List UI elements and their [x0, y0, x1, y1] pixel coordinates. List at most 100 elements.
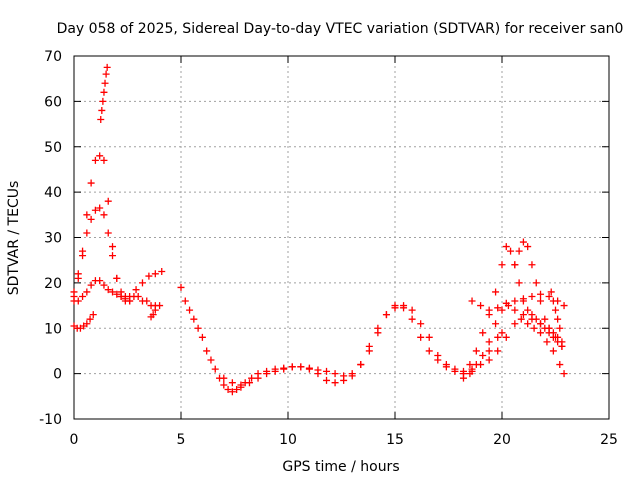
data-point — [530, 324, 538, 332]
data-point — [143, 297, 151, 305]
x-tick-label: 10 — [279, 432, 297, 448]
data-point — [181, 297, 189, 305]
data-point — [541, 315, 549, 323]
data-point — [132, 286, 140, 294]
data-point — [494, 304, 502, 312]
series-track-b — [70, 204, 134, 305]
data-point — [233, 386, 241, 394]
y-tick-label: 40 — [44, 185, 62, 201]
data-point — [220, 381, 228, 389]
data-point — [552, 306, 559, 314]
data-point — [297, 363, 305, 371]
data-point — [485, 356, 493, 364]
data-point — [91, 206, 99, 214]
data-point — [149, 311, 157, 319]
data-point — [104, 197, 112, 205]
data-point — [502, 333, 510, 341]
data-point — [472, 361, 480, 369]
data-point — [479, 351, 487, 359]
data-point — [228, 388, 236, 396]
data-point — [459, 374, 467, 382]
x-tick-labels: 0 5 10 15 20 25 — [70, 432, 618, 448]
y-tick-label: 50 — [44, 140, 62, 156]
series-track-c — [70, 277, 129, 305]
data-point — [494, 347, 502, 355]
data-point — [103, 63, 111, 71]
data-point — [194, 324, 202, 332]
data-point — [498, 306, 506, 314]
data-point — [549, 297, 557, 305]
data-point — [254, 374, 262, 382]
data-point — [498, 261, 506, 269]
x-tick-label: 5 — [177, 432, 186, 448]
data-point — [109, 252, 117, 260]
data-point — [87, 281, 95, 289]
data-point — [83, 229, 91, 237]
x-tick-label: 15 — [386, 432, 404, 448]
data-point — [537, 290, 545, 298]
data-point — [511, 297, 519, 305]
data-point — [466, 370, 474, 378]
data-point — [558, 342, 566, 350]
data-point — [79, 292, 87, 300]
series-track-j — [459, 302, 568, 382]
data-point — [528, 261, 536, 269]
series-track-d — [70, 311, 97, 332]
data-point — [190, 315, 198, 323]
data-point — [468, 297, 476, 305]
data-point — [83, 211, 91, 219]
data-point — [537, 329, 545, 337]
data-point — [434, 351, 442, 359]
data-point — [100, 211, 108, 219]
data-point — [417, 333, 425, 341]
data-point — [74, 274, 82, 282]
data-point — [138, 279, 146, 287]
data-point — [528, 292, 536, 300]
data-point — [511, 261, 519, 269]
data-point — [524, 306, 532, 314]
data-point — [492, 320, 500, 328]
x-axis-label: GPS time / hours — [282, 459, 399, 475]
series-track-m — [511, 238, 566, 346]
data-point — [100, 88, 108, 96]
data-point — [314, 370, 322, 378]
data-point — [400, 302, 408, 310]
data-point — [515, 279, 523, 287]
data-point — [365, 342, 373, 350]
data-point — [537, 297, 545, 305]
data-point — [158, 268, 166, 276]
data-point — [211, 365, 219, 373]
data-point — [288, 363, 296, 371]
series-track-g — [147, 306, 159, 321]
data-point — [74, 297, 82, 305]
data-point — [519, 238, 527, 246]
data-point — [104, 286, 112, 294]
data-point — [134, 292, 142, 300]
data-point — [556, 361, 564, 369]
data-point — [99, 97, 107, 105]
data-point — [543, 338, 551, 346]
data-point — [198, 333, 206, 341]
data-point — [220, 374, 228, 382]
data-point — [537, 320, 545, 328]
data-point — [524, 243, 532, 251]
data-point — [468, 365, 476, 373]
data-point — [348, 372, 356, 380]
data-point — [340, 376, 348, 384]
data-point — [331, 370, 339, 378]
data-point — [477, 302, 485, 310]
data-point — [502, 299, 510, 307]
y-tick-label: 70 — [44, 49, 62, 65]
data-point — [485, 338, 493, 346]
data-point — [151, 306, 159, 314]
grid-lines — [74, 56, 609, 419]
data-point — [502, 243, 510, 251]
data-point — [549, 347, 557, 355]
data-point — [104, 229, 112, 237]
data-point — [96, 152, 104, 160]
data-point — [357, 361, 365, 369]
data-point — [425, 347, 433, 355]
data-point — [560, 370, 568, 378]
series-track-l — [468, 290, 568, 314]
series-track-o — [547, 288, 564, 332]
